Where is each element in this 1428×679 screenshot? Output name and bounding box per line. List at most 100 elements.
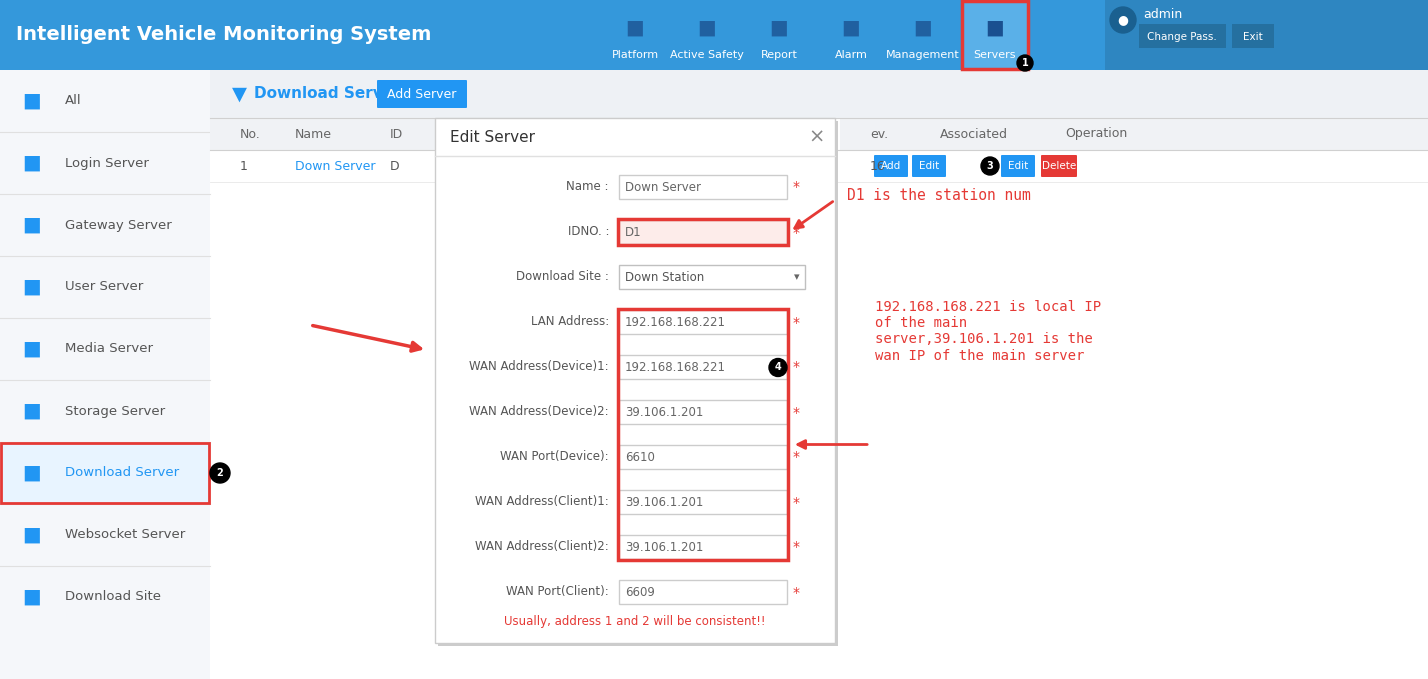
Text: IDNO. :: IDNO. : [567,225,608,238]
Text: *: * [793,540,800,555]
Text: ×: × [808,128,825,147]
Text: Download Server: Download Server [66,466,178,479]
Text: Edit: Edit [1008,161,1028,171]
FancyBboxPatch shape [1140,24,1227,48]
FancyBboxPatch shape [912,155,945,177]
FancyBboxPatch shape [618,580,787,604]
FancyBboxPatch shape [618,355,787,379]
Text: Edit: Edit [918,161,940,171]
Text: 39.106.1.201: 39.106.1.201 [625,406,704,419]
Circle shape [1110,7,1137,33]
Text: Alarm: Alarm [834,50,867,60]
Text: Download Site: Download Site [66,591,161,604]
Circle shape [981,157,1000,175]
Text: Down Server: Down Server [296,160,376,172]
FancyBboxPatch shape [0,70,210,679]
Text: ▼: ▼ [231,84,247,103]
Text: WAN Address(Device)1:: WAN Address(Device)1: [470,360,608,373]
Text: WAN Address(Device)2:: WAN Address(Device)2: [470,405,608,418]
Text: Platform: Platform [611,50,658,60]
FancyBboxPatch shape [618,175,787,199]
Text: ▪: ▪ [21,583,43,612]
FancyBboxPatch shape [210,70,1428,118]
Text: Media Server: Media Server [66,342,153,356]
Text: Servers: Servers [974,50,1017,60]
Text: ▪: ▪ [21,335,43,363]
Text: ▪: ▪ [912,14,934,43]
Text: ev.: ev. [870,128,888,141]
Text: 6610: 6610 [625,451,655,464]
Text: ▪: ▪ [21,149,43,177]
Text: *: * [793,361,800,375]
Text: Download Server: Download Server [254,86,401,101]
Text: D1 is the station num: D1 is the station num [847,189,1031,204]
Circle shape [210,463,230,483]
FancyBboxPatch shape [618,220,787,244]
Text: Report: Report [761,50,797,60]
Text: Down Station: Down Station [625,271,704,284]
Text: Websocket Server: Websocket Server [66,528,186,541]
FancyBboxPatch shape [618,535,787,559]
Text: admin: admin [1142,7,1182,20]
Text: 1: 1 [1021,58,1028,68]
Text: Login Server: Login Server [66,156,149,170]
FancyBboxPatch shape [618,445,787,469]
Text: Usually, address 1 and 2 will be consistent!!: Usually, address 1 and 2 will be consist… [504,615,765,629]
FancyBboxPatch shape [0,442,210,504]
Text: ID: ID [390,128,403,141]
Text: 39.106.1.201: 39.106.1.201 [625,496,704,509]
Text: *: * [793,496,800,509]
Text: Change Pass.: Change Pass. [1147,32,1217,42]
Text: Down Server: Down Server [625,181,701,194]
Text: ▪: ▪ [697,14,717,43]
Text: 192.168.168.221: 192.168.168.221 [625,316,725,329]
Text: 39.106.1.201: 39.106.1.201 [625,541,704,554]
Text: Intelligent Vehicle Monitoring System: Intelligent Vehicle Monitoring System [16,26,431,45]
Text: ●: ● [1118,14,1128,26]
Text: WAN Address(Client)1:: WAN Address(Client)1: [476,495,608,508]
Text: ▪: ▪ [985,14,1005,43]
FancyBboxPatch shape [1105,0,1428,70]
FancyBboxPatch shape [618,400,787,424]
FancyBboxPatch shape [874,155,908,177]
Circle shape [1017,55,1032,71]
Text: WAN Port(Client):: WAN Port(Client): [507,585,608,598]
FancyBboxPatch shape [1232,24,1274,48]
Text: LAN Address:: LAN Address: [531,315,608,328]
Text: D: D [390,160,400,172]
Text: User Server: User Server [66,280,143,293]
Text: 2: 2 [217,468,223,478]
Text: 1: 1 [240,160,248,172]
Text: 192.168.168.221 is local IP
of the main
server,39.106.1.201 is the
wan IP of the: 192.168.168.221 is local IP of the main … [875,300,1101,363]
Text: ▪: ▪ [768,14,790,43]
Text: Add: Add [881,161,901,171]
FancyBboxPatch shape [210,118,640,150]
Text: ▪: ▪ [21,86,43,115]
Text: Edit Server: Edit Server [450,130,536,145]
Text: 3: 3 [987,161,994,171]
FancyBboxPatch shape [962,1,1028,69]
FancyBboxPatch shape [618,310,787,334]
FancyBboxPatch shape [1001,155,1035,177]
Text: Download Site :: Download Site : [516,270,608,283]
FancyBboxPatch shape [618,265,805,289]
Text: ▪: ▪ [841,14,861,43]
Text: ▾: ▾ [794,272,800,282]
Text: WAN Port(Device):: WAN Port(Device): [500,450,608,463]
Text: 192.168.168.221: 192.168.168.221 [625,361,725,374]
Text: 16: 16 [870,160,885,172]
Text: Exit: Exit [1244,32,1262,42]
Text: *: * [793,316,800,329]
Text: ▪: ▪ [21,458,43,488]
Text: *: * [793,225,800,240]
FancyBboxPatch shape [436,118,835,643]
FancyBboxPatch shape [0,0,1428,70]
Text: Add Server: Add Server [387,88,457,101]
FancyBboxPatch shape [1041,155,1077,177]
Text: Management: Management [887,50,960,60]
Text: ▪: ▪ [624,14,645,43]
Text: Delete: Delete [1042,161,1077,171]
Text: 4: 4 [774,363,781,373]
Text: D1: D1 [625,226,641,239]
Text: ▪: ▪ [21,272,43,301]
